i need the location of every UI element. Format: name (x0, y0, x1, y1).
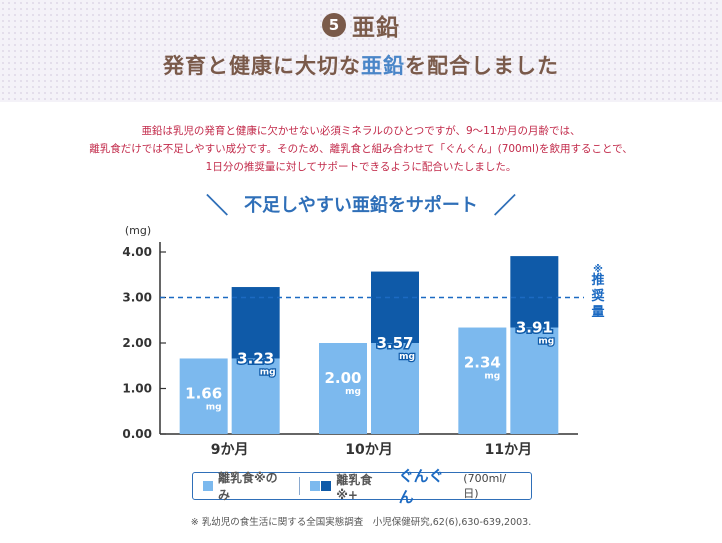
reference-label-char: 量 (591, 305, 604, 320)
bar-base-only (458, 327, 507, 434)
reference-label-char: 推 (591, 272, 604, 288)
x-tick-label: 10か月 (345, 442, 392, 458)
legend-swatch-pair (310, 481, 332, 491)
bar-base-only (319, 343, 367, 434)
data-label-unit: mg (484, 372, 500, 382)
bar-combined-lower (371, 343, 419, 434)
data-label-base: 2.34 (464, 354, 501, 372)
headline: 発育と健康に大切な亜鉛を配合しました (0, 50, 722, 84)
bar-combined-lower (231, 358, 280, 434)
y-tick-label: 1.00 (122, 382, 152, 396)
headline-highlight: 亜鉛 (361, 54, 405, 78)
data-label-combined: 3.23 (237, 349, 274, 367)
bar-base-only (179, 358, 228, 434)
reference-label-char: ※ (593, 263, 603, 275)
legend-divider (299, 477, 301, 495)
legend-swatch-dark (321, 481, 332, 491)
bar-combined-upper (510, 256, 559, 328)
data-label-base: 1.66 (185, 384, 222, 402)
section-title-text: 亜鉛 (352, 15, 400, 41)
left-slash-icon: ＼ (206, 194, 229, 219)
reference-label-char: 奨 (590, 288, 605, 304)
bar-combined-lower (510, 327, 559, 434)
header-band (0, 0, 722, 102)
description-line-2: 離乳食だけでは不足しやすい成分です。そのため、離乳食と組み合わせて「ぐんぐん」(… (89, 143, 633, 155)
data-label-unit: mg (345, 387, 361, 397)
footnote: ※ 乳幼児の食生活に関する全国実態調査 小児保健研究,62(6),630-639… (190, 517, 532, 528)
description: 亜鉛は乳児の発育と健康に欠かせない必須ミネラルのひとつですが、9～11か月の月齢… (0, 122, 722, 176)
chart-title: ＼ 不足しやすい亜鉛をサポート ／ (0, 190, 722, 219)
chart-legend: 離乳食※のみ 離乳食※+ ぐんぐん (700ml/日) (192, 467, 532, 506)
chart-heading: 不足しやすい亜鉛をサポート (244, 195, 478, 216)
description-line-1: 亜鉛は乳児の発育と健康に欠かせない必須ミネラルのひとつですが、9～11か月の月齢… (141, 125, 581, 137)
bar-combined-upper (231, 287, 280, 359)
legend-amount: (700ml/日) (463, 471, 507, 500)
legend-label-base: 離乳食※のみ (217, 471, 278, 502)
x-tick-label: 11か月 (485, 442, 532, 458)
description-line-3: 1日分の推奨量に対してサポートできるように配合いたしました。 (205, 161, 517, 173)
legend-swatch-light (310, 481, 321, 491)
legend-brand: ぐんぐん (398, 467, 444, 506)
y-axis-unit-label: (mg) (125, 224, 151, 237)
right-slash-icon: ／ (493, 194, 516, 219)
y-tick-label: 2.00 (122, 336, 152, 350)
section-number-badge: 5 (322, 13, 346, 37)
data-label-unit: mg (399, 352, 415, 362)
data-label-combined: 3.91 (516, 319, 553, 337)
data-label-combined: 3.57 (376, 334, 413, 352)
headline-part-b: を配合しました (405, 54, 559, 78)
data-label-unit: mg (206, 402, 222, 412)
x-tick-label: 9か月 (211, 442, 249, 458)
headline-part-a: 発育と健康に大切な (163, 54, 361, 78)
section-title: 5 亜鉛 (0, 8, 722, 42)
bar-combined-upper (371, 271, 419, 343)
data-label-unit: mg (260, 367, 276, 377)
y-tick-label: 3.00 (122, 291, 152, 305)
legend-item-combined: 離乳食※+ ぐんぐん (700ml/日) (300, 467, 531, 506)
y-tick-label: 0.00 (122, 427, 152, 441)
legend-item-base: 離乳食※のみ (193, 471, 299, 502)
legend-swatch-light (203, 481, 213, 491)
data-label-unit: mg (538, 337, 554, 347)
y-tick-label: 4.00 (122, 245, 152, 259)
legend-label-combined-a: 離乳食※+ (336, 472, 373, 502)
data-label-base: 2.00 (324, 369, 361, 387)
